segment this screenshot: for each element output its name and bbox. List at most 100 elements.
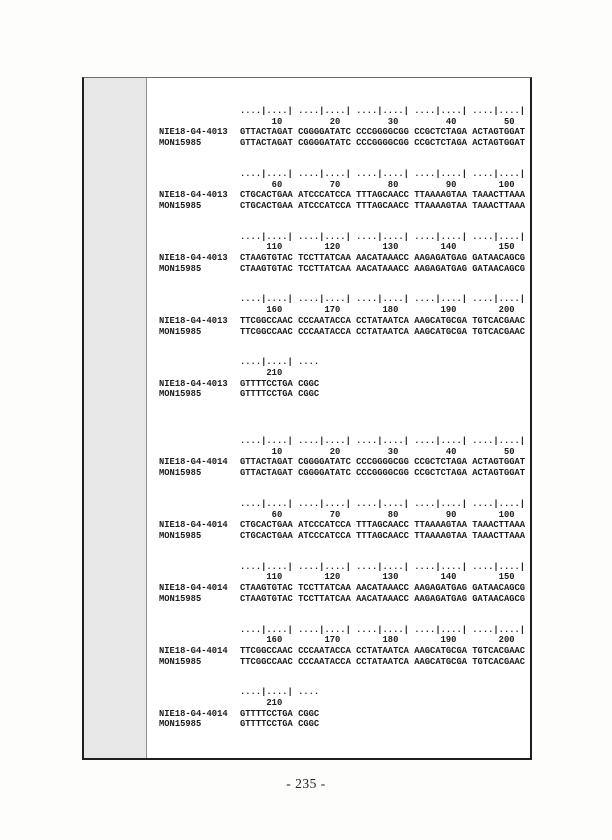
position-numbers: 10 20 30 40 50 bbox=[240, 446, 515, 457]
label-spacer bbox=[159, 305, 240, 316]
label-spacer bbox=[159, 436, 240, 447]
label-spacer bbox=[159, 635, 240, 646]
alignment-block: ....|....| ....|....| ....|....| ....|..… bbox=[159, 562, 525, 605]
sequence-label: NIE18-G4-4014 bbox=[159, 645, 228, 656]
alignment-block: ....|....| ....|....| ....|....| ....|..… bbox=[159, 106, 525, 149]
content-frame bbox=[82, 77, 532, 760]
label-spacer bbox=[159, 562, 240, 573]
ruler-row: ....|....| ....|....| ....|....| ....|..… bbox=[159, 436, 525, 447]
ruler-row: ....|....| ....|....| ....|....| ....|..… bbox=[159, 232, 525, 243]
sequence-text: GTTACTAGAT CGGGGATATC CCCGGGGCGG CCGCTCT… bbox=[240, 127, 526, 138]
label-spacer bbox=[159, 368, 240, 379]
position-numbers: 110 120 130 140 150 bbox=[240, 572, 515, 583]
sequence-label: MON15985 bbox=[159, 200, 202, 211]
sequence-row: NIE18-G4-4014 CTAAGTGTAC TCCTTATCAA AACAT… bbox=[159, 583, 525, 594]
sequence-row: NIE18-G4-4014 TTCGGCCAAC CCCAATACCA CCTAT… bbox=[159, 646, 525, 657]
ruler-row: ....|....| ....|....| ....|....| ....|..… bbox=[159, 106, 525, 117]
sequence-label: NIE18-G4-4013 bbox=[159, 315, 228, 326]
label-spacer bbox=[159, 625, 240, 636]
sequence-row: MON15985 GTTACTAGAT CGGGGATATC CCCGGGGCGG… bbox=[159, 468, 525, 479]
sequence-text: GTTTTCCTGA CGGC bbox=[240, 378, 320, 389]
sequence-row: MON15985 CTGCACTGAA ATCCCATCCA TTTAGCAACC… bbox=[159, 531, 525, 542]
ruler-line: ....|....| .... bbox=[240, 687, 320, 698]
sequence-row: MON15985 GTTTTCCTGA CGGC bbox=[159, 719, 525, 730]
ruler-line: ....|....| ....|....| ....|....| ....|..… bbox=[240, 561, 526, 572]
numbers-row: 60 70 80 90 100 bbox=[159, 180, 525, 191]
position-numbers: 210 bbox=[240, 698, 283, 709]
ruler-line: ....|....| ....|....| ....|....| ....|..… bbox=[240, 294, 526, 305]
sequence-text: CTGCACTGAA ATCCCATCCA TTTAGCAACC TTAAAAG… bbox=[240, 530, 526, 541]
sequence-row: NIE18-G4-4013 GTTTTCCTGA CGGC bbox=[159, 379, 525, 390]
sequence-label: MON15985 bbox=[159, 593, 202, 604]
sequence-text: TTCGGCCAAC CCCAATACCA CCTATAATCA AAGCATG… bbox=[240, 656, 526, 667]
sequence-label: MON15985 bbox=[159, 656, 202, 667]
ruler-row: ....|....| ....|....| ....|....| ....|..… bbox=[159, 562, 525, 573]
position-numbers: 160 170 180 190 200 bbox=[240, 635, 515, 646]
sequence-text: CTGCACTGAA ATCCCATCCA TTTAGCAACC TTAAAAG… bbox=[240, 520, 526, 531]
sequence-row: MON15985 TTCGGCCAAC CCCAATACCA CCTATAATCA… bbox=[159, 327, 525, 338]
ruler-row: ....|....| ....|....| ....|....| ....|..… bbox=[159, 499, 525, 510]
ruler-line: ....|....| ....|....| ....|....| ....|..… bbox=[240, 436, 526, 447]
sequence-row: NIE18-G4-4014 GTTTTCCTGA CGGC bbox=[159, 709, 525, 720]
sequence-text: GTTACTAGAT CGGGGATATC CCCGGGGCGG CCGCTCT… bbox=[240, 468, 526, 479]
numbers-row: 210 bbox=[159, 698, 525, 709]
alignment-area: ....|....| ....|....| ....|....| ....|..… bbox=[159, 106, 525, 750]
sequence-text: TTCGGCCAAC CCCAATACCA CCTATAATCA AAGCATG… bbox=[240, 326, 526, 337]
sequence-row: NIE18-G4-4013 CTGCACTGAA ATCCCATCCA TTTAG… bbox=[159, 190, 525, 201]
sequence-label: MON15985 bbox=[159, 389, 202, 400]
alignment-block: ....|....| ....|....| ....|....| ....|..… bbox=[159, 499, 525, 542]
position-numbers: 160 170 180 190 200 bbox=[240, 305, 515, 316]
ruler-row: ....|....| .... bbox=[159, 357, 525, 368]
alignment-block: ....|....| ....|....| ....|....| ....|..… bbox=[159, 436, 525, 479]
sequence-row: NIE18-G4-4013 TTCGGCCAAC CCCAATACCA CCTAT… bbox=[159, 316, 525, 327]
ruler-line: ....|....| ....|....| ....|....| ....|..… bbox=[240, 106, 526, 116]
numbers-row: 60 70 80 90 100 bbox=[159, 510, 525, 521]
sequence-text: CTGCACTGAA ATCCCATCCA TTTAGCAACC TTAAAAG… bbox=[240, 190, 526, 201]
alignment-block: ....|....| .... 210 NIE18-G4-4013 GTTTTCCT… bbox=[159, 357, 525, 400]
sequence-row: NIE18-G4-4013 CTAAGTGTAC TCCTTATCAA AACAT… bbox=[159, 253, 525, 264]
alignment-set: ....|....| ....|....| ....|....| ....|..… bbox=[159, 436, 525, 750]
label-spacer bbox=[159, 499, 240, 510]
sequence-text: CTAAGTGTAC TCCTTATCAA AACATAAACC AAGAGAT… bbox=[240, 593, 526, 604]
ruler-line: ....|....| ....|....| ....|....| ....|..… bbox=[240, 624, 526, 635]
position-numbers: 60 70 80 90 100 bbox=[240, 509, 515, 520]
label-spacer bbox=[159, 687, 240, 698]
sequence-label: MON15985 bbox=[159, 326, 202, 337]
sequence-text: CTAAGTGTAC TCCTTATCAA AACATAAACC AAGAGAT… bbox=[240, 253, 526, 264]
label-spacer bbox=[159, 510, 240, 521]
alignment-set: ....|....| ....|....| ....|....| ....|..… bbox=[159, 106, 525, 420]
sequence-text: GTTTTCCTGA CGGC bbox=[240, 719, 320, 730]
label-spacer bbox=[159, 357, 240, 368]
label-spacer bbox=[159, 572, 240, 583]
sequence-text: CTAAGTGTAC TCCTTATCAA AACATAAACC AAGAGAT… bbox=[240, 263, 526, 274]
sequence-text: GTTACTAGAT CGGGGATATC CCCGGGGCGG CCGCTCT… bbox=[240, 457, 526, 468]
numbers-row: 160 170 180 190 200 bbox=[159, 635, 525, 646]
alignment-block: ....|....| ....|....| ....|....| ....|..… bbox=[159, 169, 525, 212]
sequence-label: MON15985 bbox=[159, 719, 202, 730]
sequence-row: NIE18-G4-4013 GTTACTAGAT CGGGGATATC CCCGG… bbox=[159, 127, 525, 138]
ruler-line: ....|....| ....|....| ....|....| ....|..… bbox=[240, 231, 526, 242]
sequence-label: MON15985 bbox=[159, 530, 202, 541]
alignment-block: ....|....| ....|....| ....|....| ....|..… bbox=[159, 232, 525, 275]
page-number: - 235 - bbox=[286, 776, 326, 791]
label-spacer bbox=[159, 447, 240, 458]
ruler-row: ....|....| .... bbox=[159, 687, 525, 698]
label-spacer bbox=[159, 698, 240, 709]
sequence-label: MON15985 bbox=[159, 263, 202, 274]
numbers-row: 160 170 180 190 200 bbox=[159, 305, 525, 316]
label-spacer bbox=[159, 106, 240, 117]
numbers-row: 110 120 130 140 150 bbox=[159, 242, 525, 253]
position-numbers: 60 70 80 90 100 bbox=[240, 179, 515, 190]
sequence-text: TTCGGCCAAC CCCAATACCA CCTATAATCA AAGCATG… bbox=[240, 645, 526, 656]
label-spacer bbox=[159, 232, 240, 243]
numbers-row: 110 120 130 140 150 bbox=[159, 572, 525, 583]
ruler-line: ....|....| ....|....| ....|....| ....|..… bbox=[240, 168, 526, 179]
sequence-text: GTTTTCCTGA CGGC bbox=[240, 389, 320, 400]
numbers-row: 10 20 30 40 50 bbox=[159, 117, 525, 128]
sequence-row: MON15985 GTTTTCCTGA CGGC bbox=[159, 389, 525, 400]
sequence-row: MON15985 GTTACTAGAT CGGGGATATC CCCGGGGCGG… bbox=[159, 138, 525, 149]
alignment-block: ....|....| ....|....| ....|....| ....|..… bbox=[159, 625, 525, 668]
sequence-label: NIE18-G4-4014 bbox=[159, 520, 228, 531]
position-numbers: 10 20 30 40 50 bbox=[240, 116, 515, 127]
